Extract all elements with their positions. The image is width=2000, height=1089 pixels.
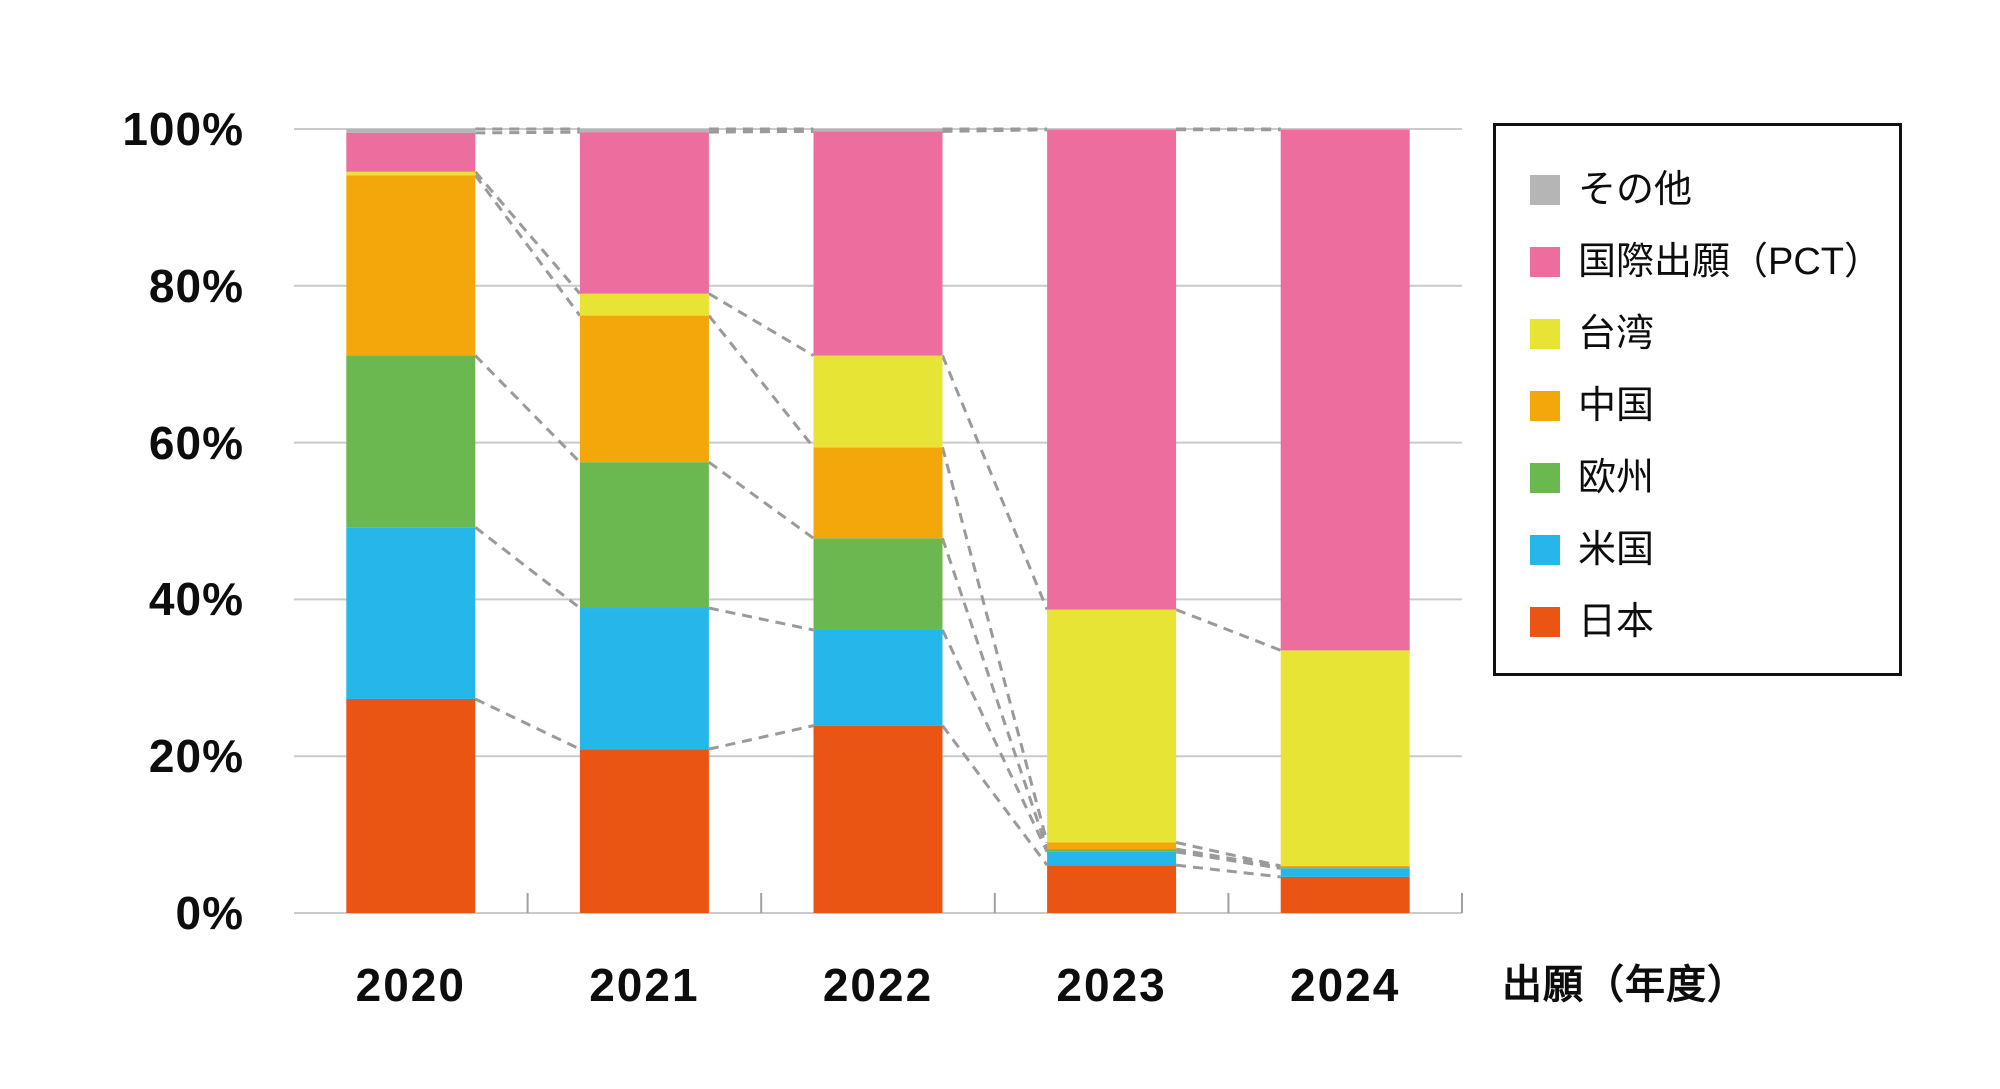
y-axis-tick-label: 40% xyxy=(148,573,244,626)
connector-line xyxy=(941,629,1049,853)
legend-item-sonota: その他 xyxy=(1530,171,1899,209)
bar-segment-2020-国際出願（PCT） xyxy=(346,132,476,172)
bar-segment-2021-その他 xyxy=(579,129,709,133)
legend-swatch-red-icon xyxy=(1530,607,1560,637)
legend-label: その他 xyxy=(1578,169,1693,211)
bar-segment-2023-台湾 xyxy=(1047,609,1177,843)
x-axis-tick-label: 2024 xyxy=(1290,959,1401,1011)
y-axis-tick-label: 100% xyxy=(122,103,244,155)
bar-segment-2021-日本 xyxy=(579,749,709,913)
bar-segment-2021-米国 xyxy=(579,608,709,750)
connector-line xyxy=(941,537,1049,850)
y-axis-tick-label: 80% xyxy=(148,259,244,312)
bar-segment-2021-中国 xyxy=(579,315,709,463)
bar-segment-2020-日本 xyxy=(346,698,476,913)
bar-segment-2022-日本 xyxy=(813,725,943,913)
bar-segment-2020-台湾 xyxy=(346,171,476,176)
legend-item-us: 米国 xyxy=(1530,531,1899,569)
legend-label: 中国 xyxy=(1578,385,1655,427)
bar-segment-2021-欧州 xyxy=(579,462,709,609)
legend-label: 欧州 xyxy=(1578,457,1655,499)
bar-segment-2023-中国 xyxy=(1047,842,1177,850)
connector-line xyxy=(1175,608,1282,652)
connector-line xyxy=(708,724,814,751)
legend-swatch-pink-icon xyxy=(1530,247,1560,277)
bar-segment-2023-米国 xyxy=(1047,851,1177,866)
bar-segment-2023-国際出願（PCT） xyxy=(1047,129,1177,610)
bar-segment-2024-台湾 xyxy=(1280,650,1410,866)
bar-segment-2024-その他 xyxy=(1280,129,1410,130)
legend-label: 米国 xyxy=(1578,529,1655,571)
legend-swatch-orange-icon xyxy=(1530,391,1560,421)
connector-line xyxy=(941,724,1049,867)
legend: その他 国際出願（PCT） 台湾 中国 欧州 米国 日本 xyxy=(1493,123,1902,676)
legend-item-europe: 欧州 xyxy=(1530,459,1899,497)
bar-segment-2020-中国 xyxy=(346,175,476,356)
connector-line xyxy=(1175,863,1281,879)
x-axis-tick-label: 2020 xyxy=(355,959,466,1011)
connector-line xyxy=(474,174,582,317)
x-axis-tick-label: 2022 xyxy=(822,959,934,1011)
bar-segment-2023-欧州 xyxy=(1047,849,1177,852)
legend-item-pct: 国際出願（PCT） xyxy=(1530,243,1899,281)
x-axis-tick-label: 2021 xyxy=(589,959,700,1011)
connector-line xyxy=(475,130,580,135)
bar-segment-2020-米国 xyxy=(346,527,476,699)
y-axis-tick-label: 0% xyxy=(175,887,244,939)
legend-label: 台湾 xyxy=(1578,313,1655,355)
bar-segment-2022-欧州 xyxy=(813,538,943,630)
y-axis-tick-label: 60% xyxy=(148,416,244,469)
bar-segment-2022-国際出願（PCT） xyxy=(813,131,943,356)
bar-segment-2020-欧州 xyxy=(346,355,476,528)
bar-segment-2022-中国 xyxy=(813,447,943,539)
bar-segment-2024-欧州 xyxy=(1280,867,1410,869)
bar-segment-2021-国際出願（PCT） xyxy=(579,132,709,294)
connector-line xyxy=(474,526,581,610)
x-axis-tick-label: 2023 xyxy=(1056,959,1167,1011)
x-axis-title: 出願（年度） xyxy=(1502,963,1748,1007)
bar-segment-2023-その他 xyxy=(1047,129,1177,130)
bar-segment-2022-その他 xyxy=(813,129,943,132)
connector-line xyxy=(941,355,1049,611)
connector-line xyxy=(474,354,581,464)
legend-label: 国際出願（PCT） xyxy=(1578,241,1883,283)
bar-segment-2022-米国 xyxy=(813,629,943,726)
legend-label: 日本 xyxy=(1578,601,1655,643)
connector-line xyxy=(708,292,815,357)
legend-item-taiwan: 台湾 xyxy=(1530,315,1899,353)
legend-item-china: 中国 xyxy=(1530,387,1899,425)
legend-swatch-green-icon xyxy=(1530,463,1560,493)
connector-line xyxy=(1175,847,1281,869)
legend-swatch-blue-icon xyxy=(1530,535,1560,565)
bar-segment-2024-中国 xyxy=(1280,865,1410,868)
connector-line xyxy=(474,697,581,751)
connector-line xyxy=(708,460,815,540)
bar-segment-2024-国際出願（PCT） xyxy=(1280,129,1410,651)
bar-segment-2023-日本 xyxy=(1047,865,1177,913)
connector-line xyxy=(1175,840,1282,868)
bar-segment-2022-台湾 xyxy=(813,355,943,448)
legend-swatch-yellow-icon xyxy=(1530,319,1560,349)
bar-segment-2020-その他 xyxy=(346,129,476,133)
connector-line xyxy=(941,446,1049,843)
legend-swatch-gray-icon xyxy=(1530,175,1560,205)
bar-segment-2021-台湾 xyxy=(579,293,709,316)
bar-segment-2024-米国 xyxy=(1280,868,1410,877)
connector-line xyxy=(708,606,814,632)
legend-item-japan: 日本 xyxy=(1530,603,1899,641)
connector-line xyxy=(708,129,814,134)
bar-segment-2024-日本 xyxy=(1280,876,1410,913)
connector-line xyxy=(707,314,815,449)
y-axis-tick-label: 20% xyxy=(148,730,244,783)
connector-line xyxy=(474,170,582,295)
